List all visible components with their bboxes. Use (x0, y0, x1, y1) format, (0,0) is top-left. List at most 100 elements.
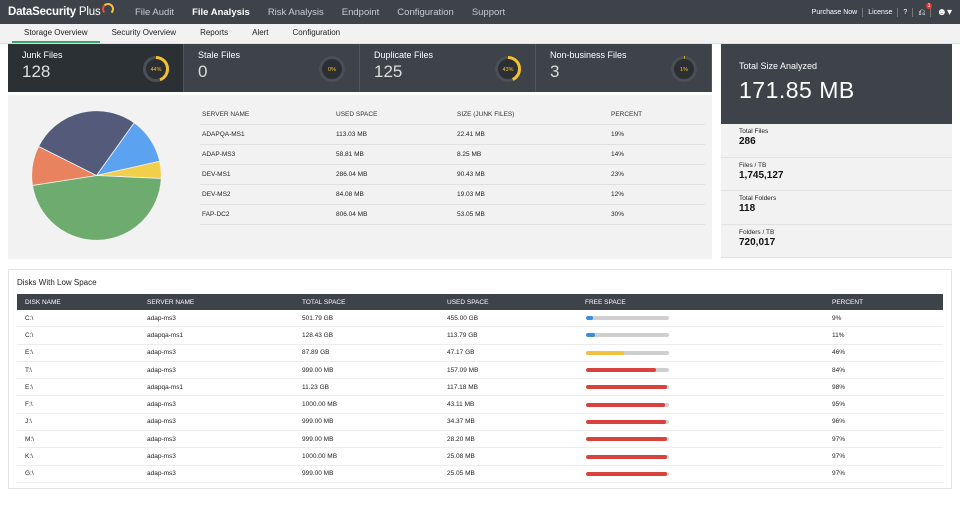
table-row[interactable]: C:\ adap-ms3 501.79 GB 455.00 GB 9% (17, 310, 943, 328)
cell-free-space (585, 419, 832, 424)
summary-card-non-business-files[interactable]: Non-business Files 3 1% (536, 44, 712, 92)
cell-total: 501.79 GB (302, 314, 334, 322)
tab-storage-overview[interactable]: Storage Overview (12, 24, 100, 43)
cell-free-space (585, 333, 832, 338)
table-row[interactable]: E:\ adapqa-ms1 11.23 GB 117.18 MB 98% (17, 379, 943, 397)
junk-pie-chart (31, 110, 162, 241)
purchase-now-link[interactable]: Purchase Now (811, 8, 858, 16)
cell-server: adap-ms3 (147, 366, 176, 374)
column-header: PERCENT (832, 298, 864, 306)
table-row[interactable]: G:\ adap-ms3 999.00 MB 25.05 MB 97% (17, 466, 943, 483)
table-row[interactable]: M:\ adap-ms3 999.00 MB 28.20 MB 97% (17, 431, 943, 449)
top-right-actions: Purchase Now License ? ⎌ 1 ☻▾ (811, 2, 952, 18)
percent-donut: 44% (143, 56, 169, 82)
table-row[interactable]: E:\ adap-ms3 87.89 GB 47.17 GB 46% (17, 345, 943, 362)
divider (912, 7, 914, 17)
table-row[interactable]: K:\ adap-ms3 1000.00 MB 25.08 MB 97% (17, 448, 943, 466)
donut-arc (143, 56, 169, 82)
nav-item-file-analysis[interactable]: File Analysis (192, 6, 250, 18)
free-space-bar (586, 402, 669, 407)
table-cell: 286.04 MB (336, 171, 368, 178)
license-link[interactable]: License (868, 8, 893, 16)
free-space-bar-fill (586, 471, 667, 476)
free-space-bar-fill (586, 350, 625, 355)
free-space-bar-fill (586, 454, 667, 459)
column-header: SIZE (JUNK FILES) (457, 111, 515, 118)
table-row[interactable]: T:\ adap-ms3 999.00 MB 157.09 MB 84% (17, 362, 943, 380)
cell-total: 128.43 GB (302, 331, 334, 339)
free-space-bar (586, 350, 669, 355)
free-space-bar (586, 333, 669, 338)
cell-used: 34.37 MB (447, 418, 475, 426)
donut-bg (143, 56, 169, 82)
summary-card-junk-files[interactable]: Junk Files 128 44% (8, 44, 184, 92)
cell-free-space (585, 350, 832, 355)
server-junk-panel: SERVER NAME USED SPACE SIZE (JUNK FILES) PE… (8, 95, 712, 259)
column-header: SERVER NAME (147, 298, 195, 306)
cell-percent: 95% (832, 401, 846, 409)
notification-badge: 1 (925, 2, 933, 9)
cell-used: 25.08 MB (447, 453, 475, 461)
cell-disk: K:\ (25, 453, 33, 461)
help-button[interactable]: ? (903, 8, 908, 16)
cell-used: 117.18 MB (447, 383, 478, 391)
cell-used: 113.79 GB (447, 331, 478, 339)
divider (862, 7, 864, 17)
summary-cards: Junk Files 128 44% Stale Files 0 0% Duplicate … (8, 44, 712, 92)
notification-bell-icon[interactable]: ⎌ 1 (918, 2, 933, 17)
stat-value: 118 (739, 203, 756, 214)
cell-server: adapqa-ms1 (147, 331, 184, 339)
summary-card-stale-files[interactable]: Stale Files 0 0% (184, 44, 360, 92)
nav-item-configuration[interactable]: Configuration (397, 6, 454, 18)
cell-server: adap-ms3 (147, 470, 176, 478)
brand-logo[interactable]: DataSecurity Plus (8, 3, 126, 18)
cell-percent: 97% (832, 470, 846, 478)
table-row[interactable]: J:\ adap-ms3 999.00 MB 34.37 MB 96% (17, 414, 943, 432)
tab-security-overview[interactable]: Security Overview (111, 28, 177, 37)
cell-used: 25.05 MB (447, 470, 475, 478)
server-table-header: SERVER NAME USED SPACE SIZE (JUNK FILES) PE… (200, 105, 705, 125)
summary-card-duplicate-files[interactable]: Duplicate Files 125 43% (360, 44, 536, 92)
percent-donut: 0% (319, 56, 345, 82)
cell-percent: 96% (832, 418, 846, 426)
stat-label: Total Folders (739, 195, 777, 202)
table-row[interactable]: C:\ adapqa-ms1 128.43 GB 113.79 GB 11% (17, 327, 943, 345)
brand-name: DataSecurity (8, 6, 76, 18)
cell-percent: 97% (832, 435, 846, 443)
cell-used: 157.09 MB (447, 366, 479, 374)
free-space-bar-fill (586, 385, 668, 390)
free-space-bar (586, 385, 669, 390)
donut-track (319, 56, 345, 82)
cell-total: 999.00 MB (302, 435, 334, 443)
cell-free-space (585, 368, 832, 373)
card-title: Stale Files (198, 50, 241, 60)
nav-item-file-audit[interactable]: File Audit (135, 6, 175, 18)
table-cell: 19% (611, 131, 625, 138)
cell-used: 28.20 MB (447, 435, 475, 443)
column-header: TOTAL SPACE (302, 298, 346, 306)
tab-reports[interactable]: Reports (200, 28, 229, 37)
table-row[interactable]: DEV-MS1 286.04 MB 90.43 MB 23% (200, 165, 705, 185)
cell-free-space (585, 437, 832, 442)
table-cell: 84.08 MB (336, 191, 364, 198)
nav-item-risk-analysis[interactable]: Risk Analysis (267, 6, 324, 18)
pie-slice-dev-ms1 (32, 175, 162, 241)
nav-item-endpoint[interactable]: Endpoint (341, 6, 380, 18)
user-menu-icon[interactable]: ☻▾ (936, 6, 952, 18)
table-cell: 19.03 MB (457, 191, 485, 198)
table-cell: 22.41 MB (457, 131, 485, 138)
table-row[interactable]: DEV-MS2 84.08 MB 19.03 MB 12% (200, 185, 705, 205)
divider (897, 7, 899, 17)
tab-configuration[interactable]: Configuration (292, 28, 341, 37)
tab-alert[interactable]: Alert (252, 28, 269, 37)
table-row[interactable]: ADAPQA-MS1 113.03 MB 22.41 MB 19% (200, 125, 705, 145)
stat-total-folders: Total Folders 118 (721, 191, 952, 225)
donut-bg (319, 56, 345, 82)
cell-total: 999.00 MB (302, 418, 334, 426)
stat-label: Folders / TB (739, 228, 775, 236)
nav-item-support[interactable]: Support (471, 6, 506, 18)
card-value: 125 (374, 62, 403, 81)
table-row[interactable]: F:\ adap-ms3 1000.00 MB 43.11 MB 95% (17, 396, 943, 414)
table-row[interactable]: ADAP-MS3 58.81 MB 8.25 MB 14% (200, 145, 705, 165)
table-row[interactable]: FAP-DC2 806.04 MB 53.05 MB 30% (200, 205, 705, 225)
